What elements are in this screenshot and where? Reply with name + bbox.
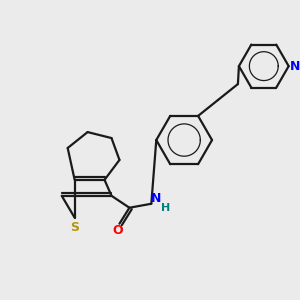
Text: S: S [70, 221, 79, 234]
Text: O: O [112, 224, 123, 237]
Text: H: H [160, 203, 170, 213]
Text: N: N [290, 60, 300, 73]
Text: N: N [151, 192, 161, 205]
